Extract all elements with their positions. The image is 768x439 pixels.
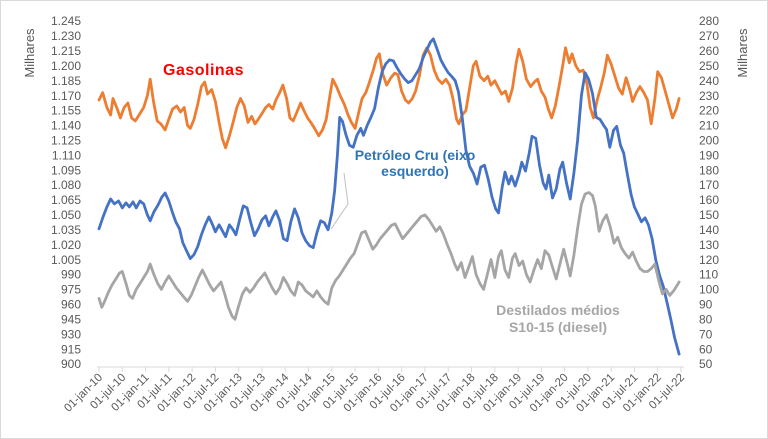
y-axis-left-label: 1.095 xyxy=(51,163,81,177)
y-axis-left-label: 960 xyxy=(61,298,81,312)
y-axis-left-label: 1.035 xyxy=(51,223,81,237)
y-axis-left-label: 1.245 xyxy=(51,14,81,28)
y-axis-right-label: 120 xyxy=(699,253,719,267)
y-axis-right-label: 50 xyxy=(699,357,713,371)
y-axis-left-label: 1.140 xyxy=(51,119,81,133)
y-axis-right-label: 60 xyxy=(699,342,713,356)
y-axis-right-label: 150 xyxy=(699,208,719,222)
annotation-destilados-line1: Destilados médios xyxy=(496,302,620,318)
y-axis-right-label: 250 xyxy=(699,59,719,73)
y-axis-right-label: 270 xyxy=(699,29,719,43)
y-axis-left-label: 915 xyxy=(61,342,81,356)
y-axis-left-label: 930 xyxy=(61,327,81,341)
annotation-leader-line xyxy=(330,172,349,230)
y-axis-right-label: 160 xyxy=(699,193,719,207)
y-axis-right-label: 170 xyxy=(699,178,719,192)
y-axis-left-label: 1.050 xyxy=(51,208,81,222)
y-axis-left-label: 1.215 xyxy=(51,44,81,58)
y-axis-left-label: 990 xyxy=(61,268,81,282)
y-axis-right-label: 70 xyxy=(699,327,713,341)
y-axis-right-label: 240 xyxy=(699,74,719,88)
y-axis-left-label: 1.125 xyxy=(51,134,81,148)
series-line-petroleo-cru xyxy=(97,37,681,356)
series-line-gasolinas xyxy=(97,46,681,150)
y-axis-right-label: 130 xyxy=(699,238,719,252)
y-axis-right-label: 90 xyxy=(699,298,713,312)
y-axis-left-label: 1.005 xyxy=(51,253,81,267)
y-axis-right-label: 80 xyxy=(699,313,713,327)
y-axis-left-label: 1.020 xyxy=(51,238,81,252)
annotation-gasolinas: Gasolinas xyxy=(163,62,244,80)
y-axis-right-label: 220 xyxy=(699,104,719,118)
annotation-destilados: Destilados médios S10-15 (diesel) xyxy=(487,302,629,335)
annotation-petroleo-line1: Petróleo Cru (eixo xyxy=(354,147,476,163)
y-axis-left-label: 1.185 xyxy=(51,74,81,88)
y-axis-left-label: 1.155 xyxy=(51,104,81,118)
y-axis-right-label: 140 xyxy=(699,223,719,237)
y-axis-left-label: 1.200 xyxy=(51,59,81,73)
y-axis-right-label: 230 xyxy=(699,89,719,103)
y-axis-right-label: 100 xyxy=(699,283,719,297)
y-axis-left-label: 1.065 xyxy=(51,193,81,207)
y-axis-right-label: 280 xyxy=(699,14,719,28)
y-axis-left-label: 1.080 xyxy=(51,178,81,192)
y-axis-right-label: 260 xyxy=(699,44,719,58)
series-line-destilados xyxy=(97,191,681,321)
annotation-gasolinas-text: Gasolinas xyxy=(163,62,244,79)
y-axis-right-label: 210 xyxy=(699,119,719,133)
y-axis-right-label: 180 xyxy=(699,163,719,177)
y-axis-left-label: 1.110 xyxy=(52,148,81,162)
left-axis-title: Milhares xyxy=(22,28,37,78)
y-axis-right-label: 110 xyxy=(699,268,718,282)
y-axis-left-label: 1.230 xyxy=(51,29,81,43)
y-axis-left-label: 975 xyxy=(61,283,81,297)
annotation-petroleo-line2: esquerdo) xyxy=(381,163,449,179)
y-axis-left-label: 945 xyxy=(61,313,81,327)
annotation-petroleo-cru: Petróleo Cru (eixo esquerdo) xyxy=(349,147,481,179)
right-axis-title: Milhares xyxy=(735,28,750,78)
annotation-destilados-line2: S10-15 (diesel) xyxy=(508,318,608,335)
y-axis-left-label: 900 xyxy=(61,357,81,371)
y-axis-right-label: 200 xyxy=(699,134,719,148)
y-axis-left-label: 1.170 xyxy=(51,89,81,103)
y-axis-right-label: 190 xyxy=(699,148,719,162)
